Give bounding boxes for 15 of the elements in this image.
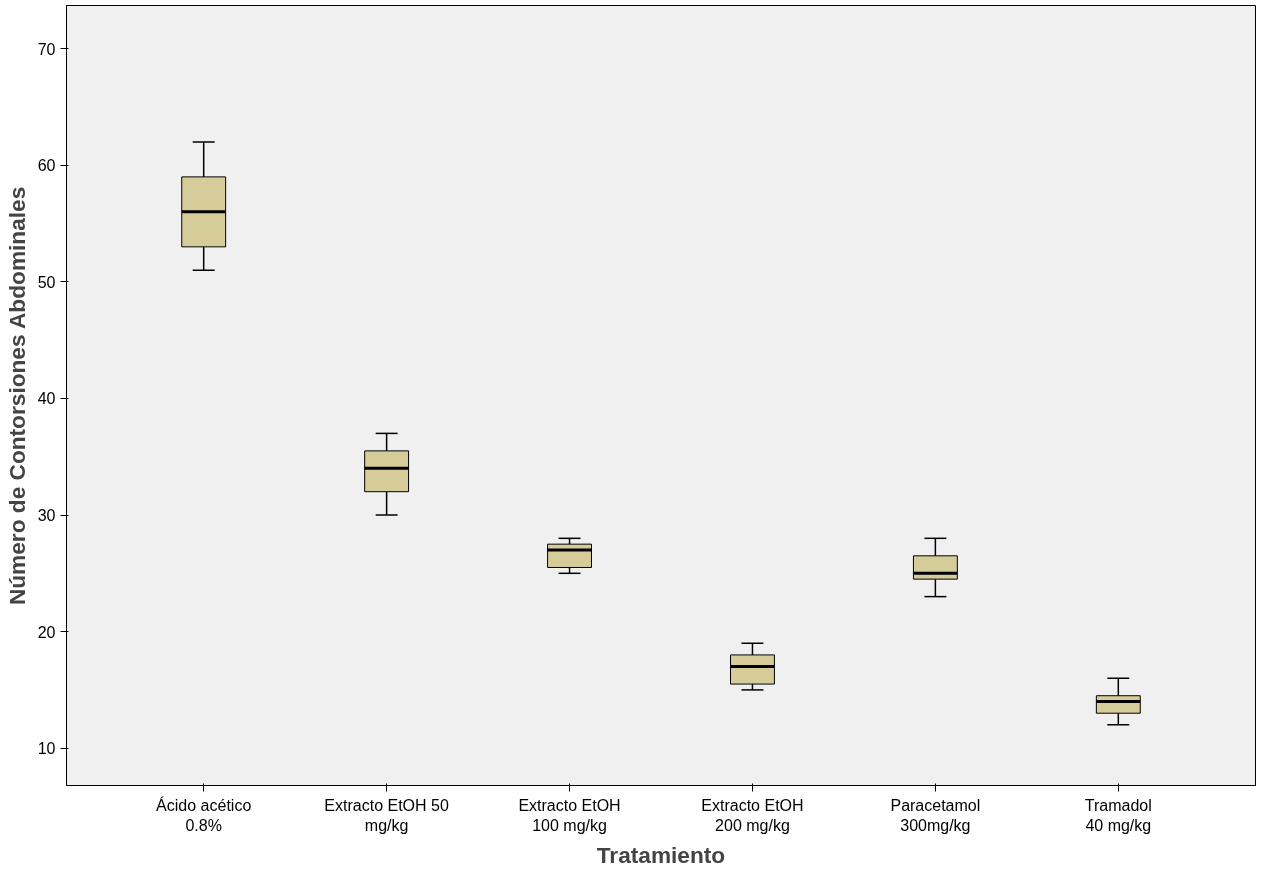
y-tick-label: 70 xyxy=(37,40,56,58)
x-tick-label: Extracto EtOH 50 mg/kg xyxy=(324,796,449,834)
y-tick-label: 10 xyxy=(37,740,56,758)
x-axis-title: Tratamiento xyxy=(596,841,726,868)
x-tick-label: Ácido acético 0.8% xyxy=(156,795,252,834)
y-axis-title: Número de Contorsiones Abdominales xyxy=(3,186,30,606)
x-tick-label: Extracto EtOH 200 mg/kg xyxy=(701,796,804,834)
y-tick-label: 20 xyxy=(37,623,56,641)
x-tick-label: Tramadol 40 mg/kg xyxy=(1084,796,1152,834)
y-tick-label: 30 xyxy=(37,507,56,525)
x-tick-label: Paracetamol 300mg/kg xyxy=(890,796,981,834)
y-tick-label: 60 xyxy=(37,157,56,175)
y-tick-label: 40 xyxy=(37,390,56,408)
y-tick-label: 50 xyxy=(37,273,56,291)
x-tick-label: Extracto EtOH 100 mg/kg xyxy=(518,796,621,834)
